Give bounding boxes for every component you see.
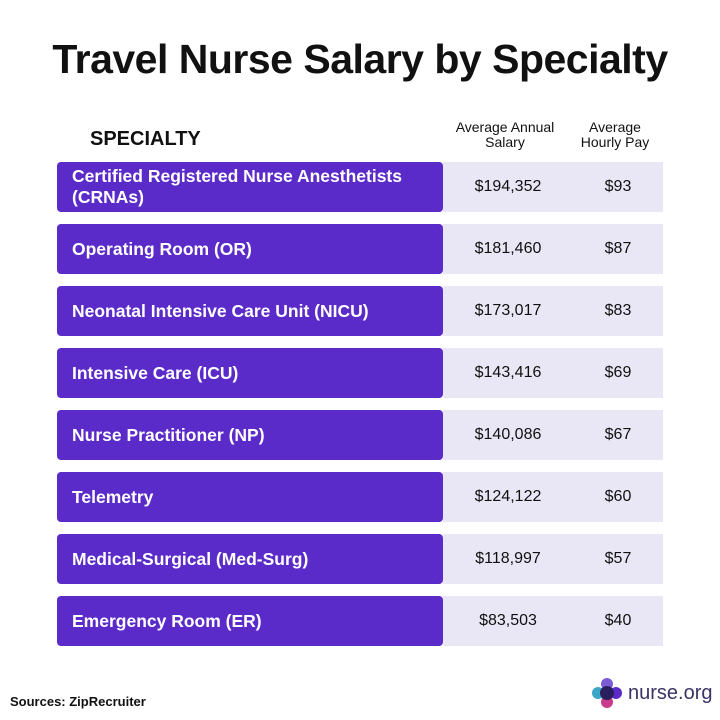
specialty-label: Operating Room (OR) [72, 238, 252, 259]
specialty-cell: Certified Registered Nurse Anesthetists … [57, 162, 443, 212]
specialty-cell: Emergency Room (ER) [57, 596, 443, 646]
hourly-cell: $83 [604, 302, 632, 319]
table-row: Intensive Care (ICU) $143,416 $69 [57, 348, 663, 398]
value-band [443, 596, 663, 646]
value-band [443, 286, 663, 336]
specialty-label: Intensive Care (ICU) [72, 362, 239, 383]
specialty-label: Emergency Room (ER) [72, 610, 262, 631]
table-row: Emergency Room (ER) $83,503 $40 [57, 596, 663, 646]
logo-text: nurse.org [628, 681, 713, 704]
table-row: Medical-Surgical (Med-Surg) $118,997 $57 [57, 534, 663, 584]
specialty-cell: Nurse Practitioner (NP) [57, 410, 443, 460]
salary-cell: $118,997 [475, 550, 541, 567]
salary-cell: $194,352 [474, 178, 542, 195]
hourly-cell: $87 [604, 240, 632, 257]
specialty-label: Medical-Surgical (Med-Surg) [72, 548, 309, 569]
nurse-org-logo: nurse.org [592, 678, 713, 708]
specialty-label: Nurse Practitioner (NP) [72, 424, 265, 445]
salary-cell: $140,086 [474, 426, 542, 443]
value-band [443, 224, 663, 274]
page-title: Travel Nurse Salary by Specialty [52, 36, 668, 82]
specialty-label: Telemetry [72, 486, 154, 507]
hourly-cell: $67 [604, 426, 632, 443]
specialty-cell: Medical-Surgical (Med-Surg) [57, 534, 443, 584]
salary-cell: $143,416 [474, 364, 542, 381]
table-row: Nurse Practitioner (NP) $140,086 $67 [57, 410, 663, 460]
hourly-cell: $40 [604, 612, 632, 629]
header-specialty: SPECIALTY [90, 128, 201, 150]
salary-cell: $124,122 [474, 488, 542, 505]
value-band [443, 348, 663, 398]
salary-cell: $173,017 [474, 302, 542, 319]
table-row: Telemetry $124,122 $60 [57, 472, 663, 522]
header-hourly: Average Hourly Pay [580, 119, 650, 150]
specialty-label: Neonatal Intensive Care Unit (NICU) [72, 300, 369, 321]
table-row: Operating Room (OR) $181,460 $87 [57, 224, 663, 274]
specialty-cell: Neonatal Intensive Care Unit (NICU) [57, 286, 443, 336]
specialty-cell: Intensive Care (ICU) [57, 348, 443, 398]
salary-cell: $181,460 [474, 240, 542, 257]
hourly-cell: $60 [604, 488, 632, 505]
hourly-cell: $57 [604, 550, 632, 567]
salary-cell: $83,503 [479, 612, 537, 629]
value-band [443, 534, 663, 584]
value-band [443, 472, 663, 522]
hourly-cell: $69 [604, 364, 632, 381]
value-band [443, 162, 663, 212]
value-band [443, 410, 663, 460]
logo-icon [592, 678, 622, 708]
table-row: Certified Registered Nurse Anesthetists … [57, 162, 663, 212]
specialty-cell: Telemetry [57, 472, 443, 522]
hourly-cell: $93 [604, 178, 632, 195]
specialty-label: Certified Registered Nurse Anesthetists … [72, 166, 402, 207]
table-row: Neonatal Intensive Care Unit (NICU) $173… [57, 286, 663, 336]
header-salary: Average Annual Salary [455, 119, 555, 150]
specialty-cell: Operating Room (OR) [57, 224, 443, 274]
sources-text: Sources: ZipRecruiter [10, 694, 146, 709]
